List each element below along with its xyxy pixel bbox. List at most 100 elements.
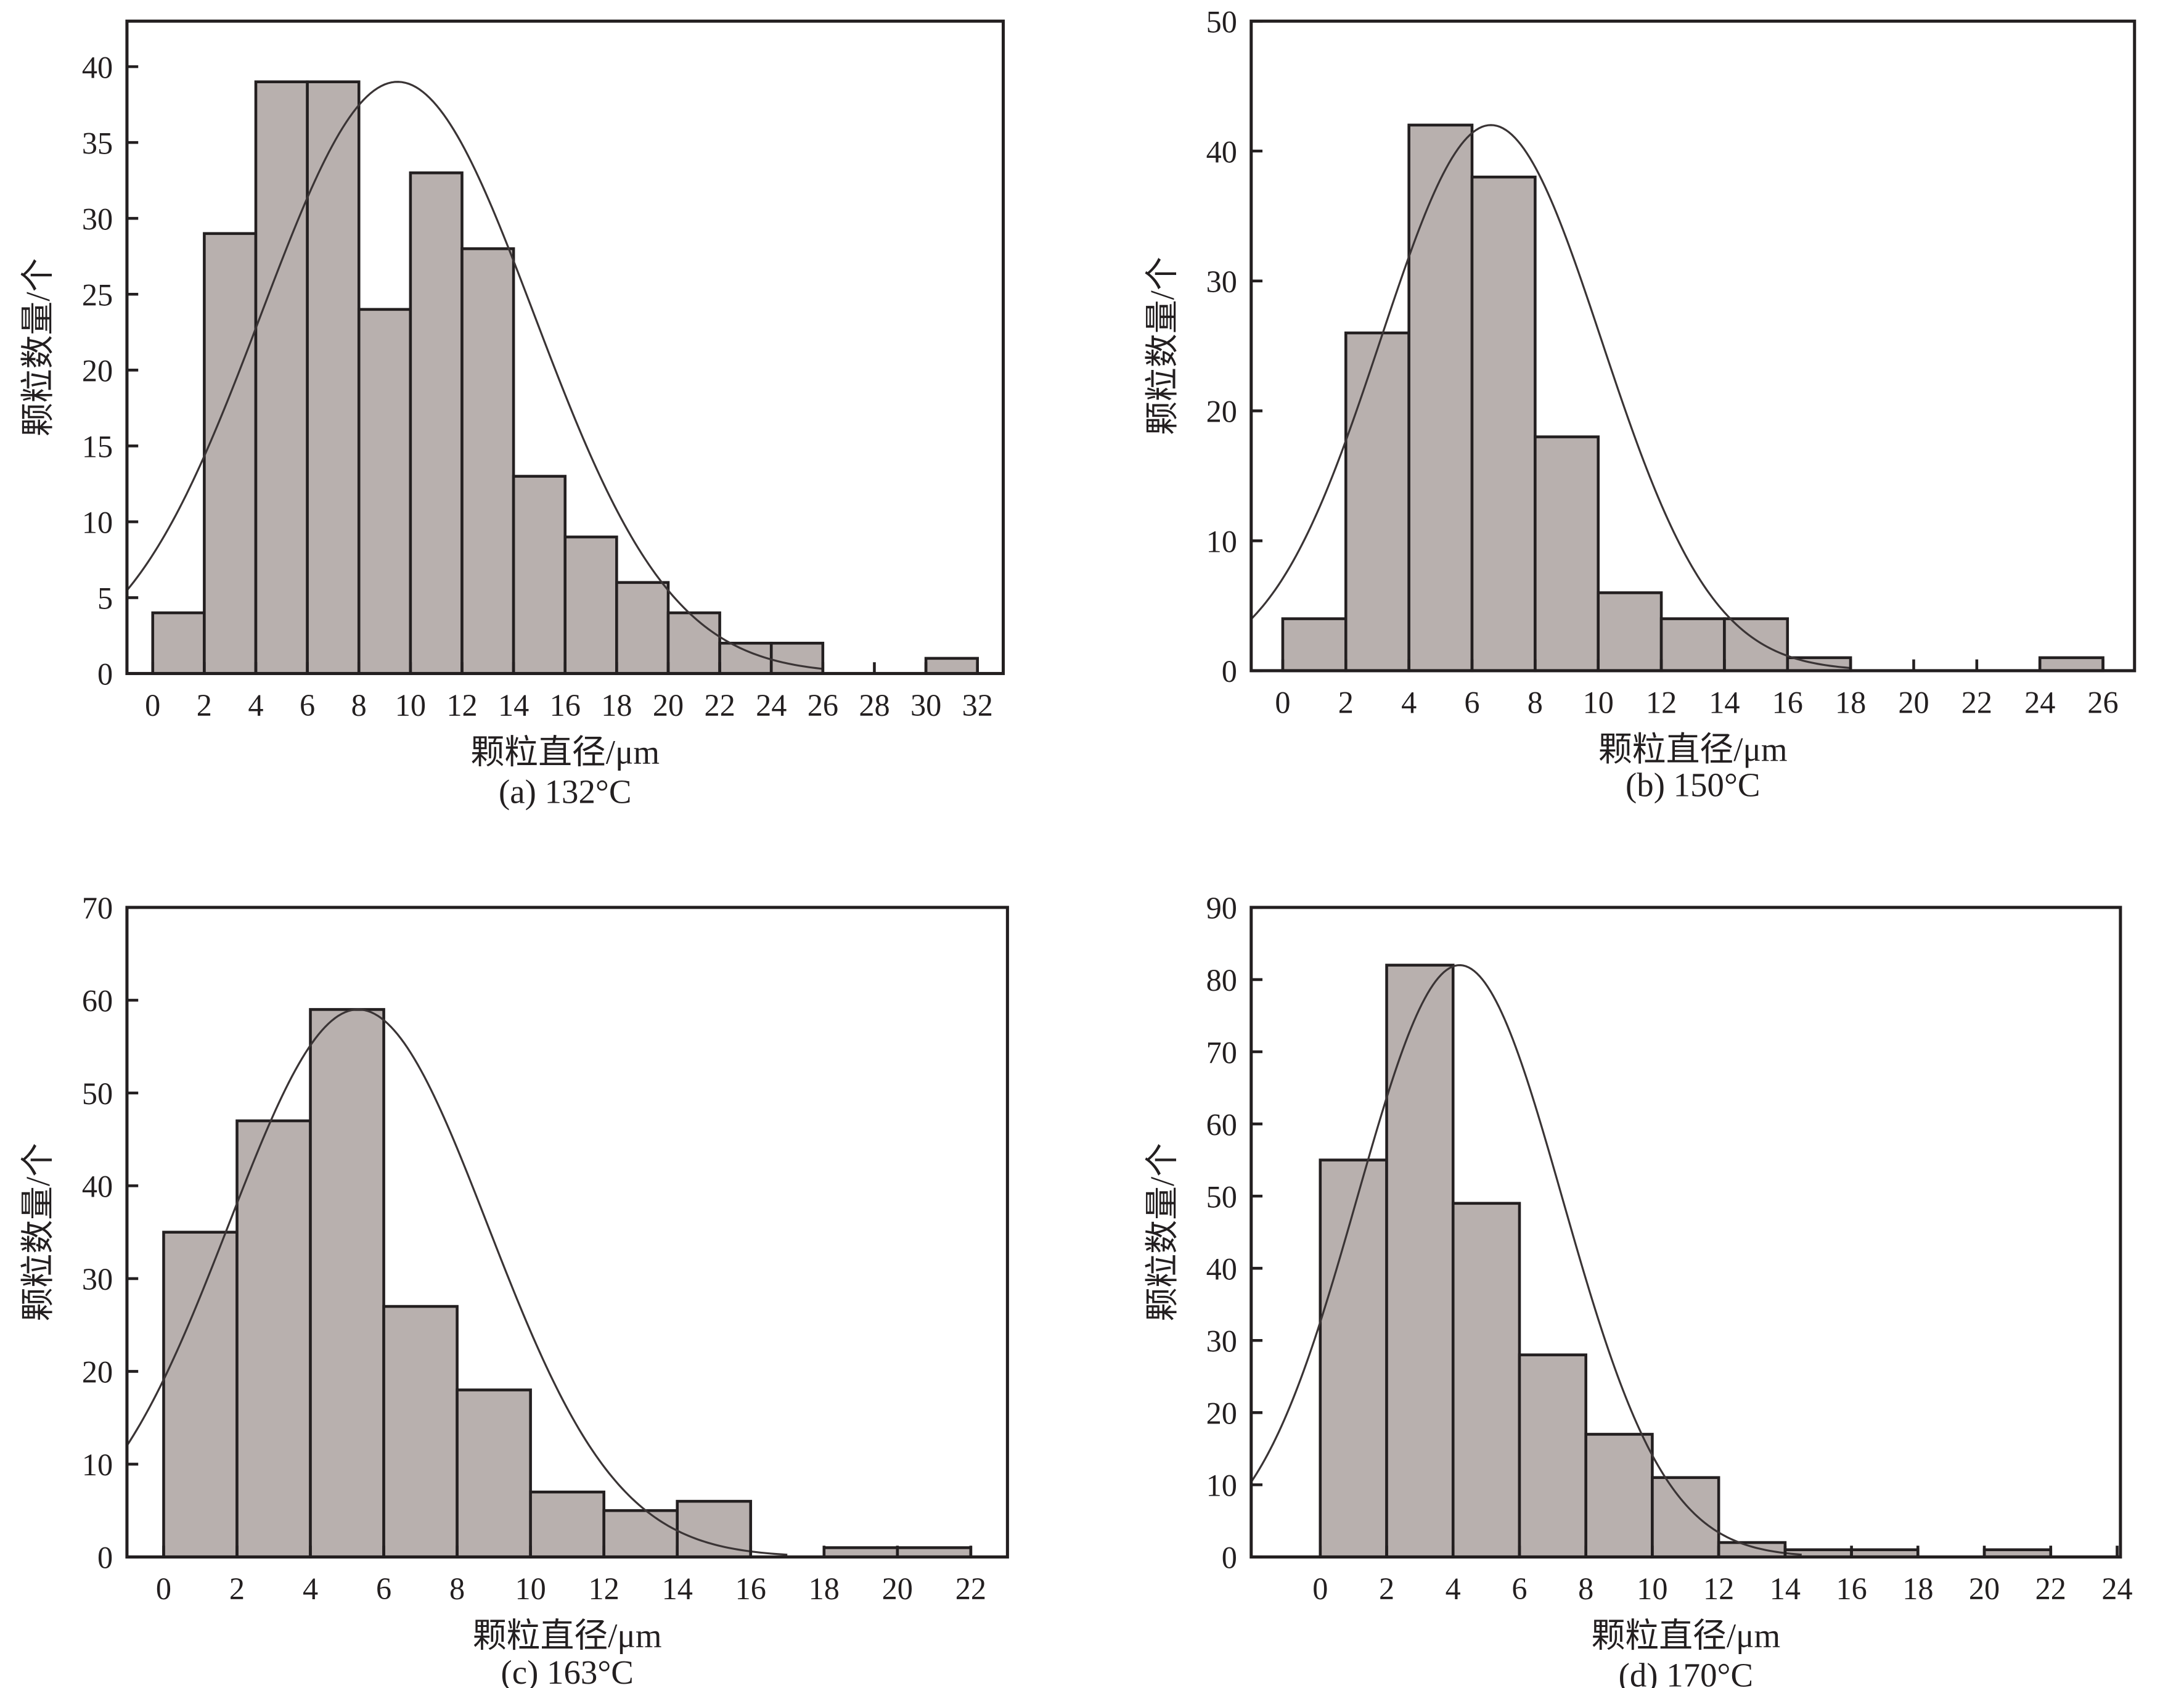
x-tick-label: 10 [515, 1571, 546, 1606]
x-tick-label: 6 [1511, 1571, 1527, 1606]
y-tick-label: 90 [1206, 891, 1237, 925]
y-tick-label: 10 [1206, 524, 1237, 559]
y-axis-label: 颗粒数量/个 [1143, 1143, 1181, 1321]
panel-caption: (a) 132°C [499, 773, 631, 811]
x-tick-label: 2 [229, 1571, 245, 1606]
y-tick-label: 70 [1206, 1035, 1237, 1070]
x-tick-label: 24 [756, 688, 787, 723]
histogram-bar [1651, 1476, 1720, 1559]
chart-panel-c: 0 2 4 6 8 10 12 14 16 18 20 22 0 10 20 30 40 50 60 70 颗粒直径/μ… [19, 891, 1009, 1688]
histogram-bar [254, 80, 309, 675]
x-tick-label: 22 [1961, 685, 1992, 719]
histogram-bar [1723, 617, 1789, 673]
histogram-bar [676, 1499, 753, 1559]
x-tick-label: 16 [550, 688, 581, 723]
panel-caption: (b) 150°C [1626, 766, 1760, 803]
x-tick-label: 2 [1338, 685, 1354, 719]
x-tick-label: 0 [1312, 1571, 1328, 1606]
x-tick-label: 6 [1464, 685, 1479, 719]
y-tick-label: 10 [1206, 1469, 1237, 1503]
y-tick-label: 15 [82, 430, 113, 464]
histogram-bar [235, 1119, 312, 1559]
normal-fit-curve [1250, 124, 1851, 670]
x-tick-label: 4 [1446, 1571, 1461, 1606]
histogram-bar [151, 611, 206, 675]
histogram-bar [615, 581, 670, 675]
x-tick-label: 18 [601, 688, 632, 723]
y-axis-label: 颗粒数量/个 [19, 1143, 57, 1321]
y-tick-label: 30 [82, 1262, 113, 1297]
x-axis-label: 颗粒直径/μm [1591, 1617, 1780, 1655]
histogram-bar [2038, 656, 2104, 673]
plot-frame [125, 906, 1009, 1559]
x-tick-label: 20 [1969, 1571, 2000, 1606]
histogram-bar [602, 1509, 679, 1559]
histogram-bar [924, 657, 979, 675]
x-tick-label: 14 [1770, 1571, 1801, 1606]
y-tick-label: 60 [82, 984, 113, 1018]
histogram-bar [1470, 175, 1537, 673]
x-tick-label: 22 [2035, 1571, 2066, 1606]
x-axis-label: 颗粒直径/μm [1598, 731, 1788, 768]
histogram-bar [460, 247, 515, 675]
histogram-bar [1597, 591, 1663, 673]
histogram-bar [1451, 1202, 1521, 1559]
x-tick-label: 4 [1401, 685, 1417, 719]
y-axis-label: 颗粒数量/个 [19, 258, 57, 436]
x-tick-label: 26 [808, 688, 838, 723]
y-tick-label: 0 [1222, 654, 1237, 689]
x-tick-label: 20 [882, 1571, 913, 1606]
normal-fit-curve [1250, 964, 1802, 1556]
x-tick-label: 30 [910, 688, 941, 723]
y-axis-label: 颗粒数量/个 [1143, 256, 1181, 435]
x-tick-label: 16 [735, 1571, 766, 1606]
x-tick-label: 14 [1709, 685, 1740, 719]
y-tick-label: 20 [82, 354, 113, 388]
plot-frame [1249, 906, 2122, 1559]
x-tick-label: 2 [1379, 1571, 1394, 1606]
histogram-bar [1717, 1541, 1787, 1559]
chart-panel-d: 0 2 4 6 8 10 12 14 16 18 20 22 240102030405060708090… [1143, 891, 2133, 1688]
x-tick-label: 6 [300, 688, 315, 723]
x-tick-label: 14 [662, 1571, 693, 1606]
histogram-bar [1385, 964, 1455, 1559]
x-axis-label: 颗粒直径/μm [470, 734, 660, 771]
chart-panel-a: 0 2 4 6 8 10 12 14 16 18 20 22 24 26 28 30 3205101520253… [19, 19, 1005, 811]
x-tick-label: 18 [1835, 685, 1866, 719]
y-tick-label: 50 [1206, 1179, 1237, 1214]
x-tick-label: 8 [351, 688, 367, 723]
x-tick-label: 4 [248, 688, 263, 723]
histogram-bar [357, 308, 412, 675]
histogram-bar [1584, 1433, 1654, 1559]
x-tick-label: 14 [498, 688, 529, 723]
x-tick-label: 20 [1898, 685, 1929, 719]
x-tick-label: 16 [1772, 685, 1803, 719]
x-tick-label: 20 [653, 688, 684, 723]
x-tick-label: 8 [1528, 685, 1543, 719]
y-tick-label: 30 [1206, 264, 1237, 299]
y-tick-label: 50 [82, 1076, 113, 1111]
x-tick-label: 0 [156, 1571, 171, 1606]
histogram-bar [1344, 331, 1410, 673]
y-tick-label: 20 [1206, 1396, 1237, 1431]
histogram-bar [1518, 1353, 1587, 1559]
histogram-bar [1659, 617, 1726, 673]
x-tick-label: 10 [395, 688, 426, 723]
x-tick-label: 24 [2101, 1571, 2132, 1606]
x-tick-label: 10 [1637, 1571, 1667, 1606]
plot-frame [1249, 19, 2137, 673]
x-tick-label: 26 [2087, 685, 2118, 719]
x-tick-label: 22 [955, 1571, 986, 1606]
panel-caption: (c) 163°C [501, 1653, 633, 1688]
x-tick-label: 16 [1836, 1571, 1867, 1606]
y-tick-label: 0 [97, 657, 113, 692]
histogram-bar [563, 535, 618, 675]
x-tick-label: 0 [145, 688, 160, 723]
x-tick-label: 12 [589, 1571, 620, 1606]
x-tick-label: 24 [2024, 685, 2055, 719]
histogram-bar [1319, 1158, 1388, 1559]
histogram-bar [1407, 123, 1474, 673]
histogram-bar [512, 475, 567, 675]
histogram-bar [456, 1388, 532, 1559]
